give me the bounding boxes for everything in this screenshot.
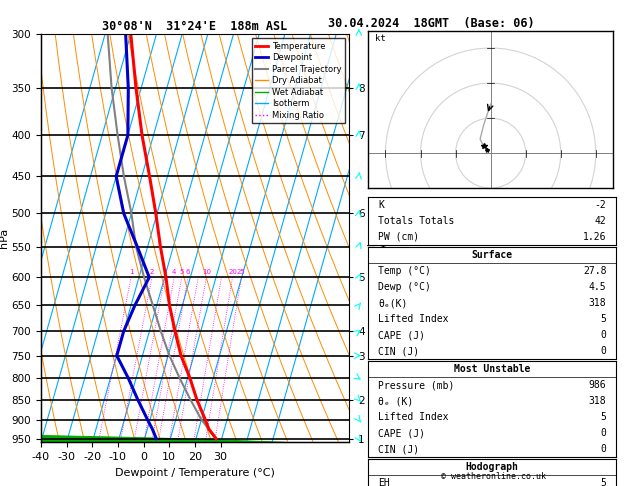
- Y-axis label: km
ASL: km ASL: [367, 229, 389, 247]
- Text: © weatheronline.co.uk: © weatheronline.co.uk: [442, 472, 546, 481]
- Text: Lifted Index: Lifted Index: [378, 412, 448, 422]
- Y-axis label: hPa: hPa: [0, 228, 9, 248]
- Title: 30°08'N  31°24'E  188m ASL: 30°08'N 31°24'E 188m ASL: [103, 20, 287, 33]
- Text: Pressure (mb): Pressure (mb): [378, 380, 454, 390]
- Text: kt: kt: [375, 34, 386, 43]
- Text: 3: 3: [162, 269, 167, 275]
- Text: θₑ (K): θₑ (K): [378, 396, 413, 406]
- Text: 20: 20: [228, 269, 237, 275]
- Text: 25: 25: [237, 269, 246, 275]
- Text: 27.8: 27.8: [583, 266, 606, 276]
- Text: -2: -2: [595, 200, 606, 210]
- Legend: Temperature, Dewpoint, Parcel Trajectory, Dry Adiabat, Wet Adiabat, Isotherm, Mi: Temperature, Dewpoint, Parcel Trajectory…: [252, 38, 345, 123]
- Text: 318: 318: [589, 298, 606, 308]
- Text: θₑ(K): θₑ(K): [378, 298, 408, 308]
- Text: Lifted Index: Lifted Index: [378, 314, 448, 324]
- Text: 0: 0: [601, 330, 606, 340]
- Text: 986: 986: [589, 380, 606, 390]
- Text: Most Unstable: Most Unstable: [454, 364, 530, 374]
- Text: 5: 5: [180, 269, 184, 275]
- Text: 6: 6: [186, 269, 191, 275]
- Text: 5: 5: [601, 478, 606, 486]
- Text: CAPE (J): CAPE (J): [378, 330, 425, 340]
- Text: Totals Totals: Totals Totals: [378, 216, 454, 226]
- Text: CIN (J): CIN (J): [378, 346, 419, 356]
- Text: 10: 10: [202, 269, 211, 275]
- Text: Dewp (°C): Dewp (°C): [378, 282, 431, 292]
- Text: PW (cm): PW (cm): [378, 232, 419, 242]
- Text: 0: 0: [601, 346, 606, 356]
- Text: 2: 2: [150, 269, 154, 275]
- Text: Hodograph: Hodograph: [465, 462, 519, 472]
- Text: 1: 1: [129, 269, 133, 275]
- X-axis label: Dewpoint / Temperature (°C): Dewpoint / Temperature (°C): [115, 468, 275, 478]
- Text: 4.5: 4.5: [589, 282, 606, 292]
- Text: 42: 42: [595, 216, 606, 226]
- Text: 30.04.2024  18GMT  (Base: 06): 30.04.2024 18GMT (Base: 06): [328, 17, 534, 30]
- Text: 318: 318: [589, 396, 606, 406]
- Text: CIN (J): CIN (J): [378, 444, 419, 454]
- Text: Surface: Surface: [472, 250, 513, 260]
- Text: 5: 5: [601, 412, 606, 422]
- Text: CAPE (J): CAPE (J): [378, 428, 425, 438]
- Text: 0: 0: [601, 428, 606, 438]
- Text: 0: 0: [601, 444, 606, 454]
- Text: 4: 4: [172, 269, 176, 275]
- Text: 1.26: 1.26: [583, 232, 606, 242]
- Text: 5: 5: [601, 314, 606, 324]
- Text: Temp (°C): Temp (°C): [378, 266, 431, 276]
- Text: EH: EH: [378, 478, 389, 486]
- Text: K: K: [378, 200, 384, 210]
